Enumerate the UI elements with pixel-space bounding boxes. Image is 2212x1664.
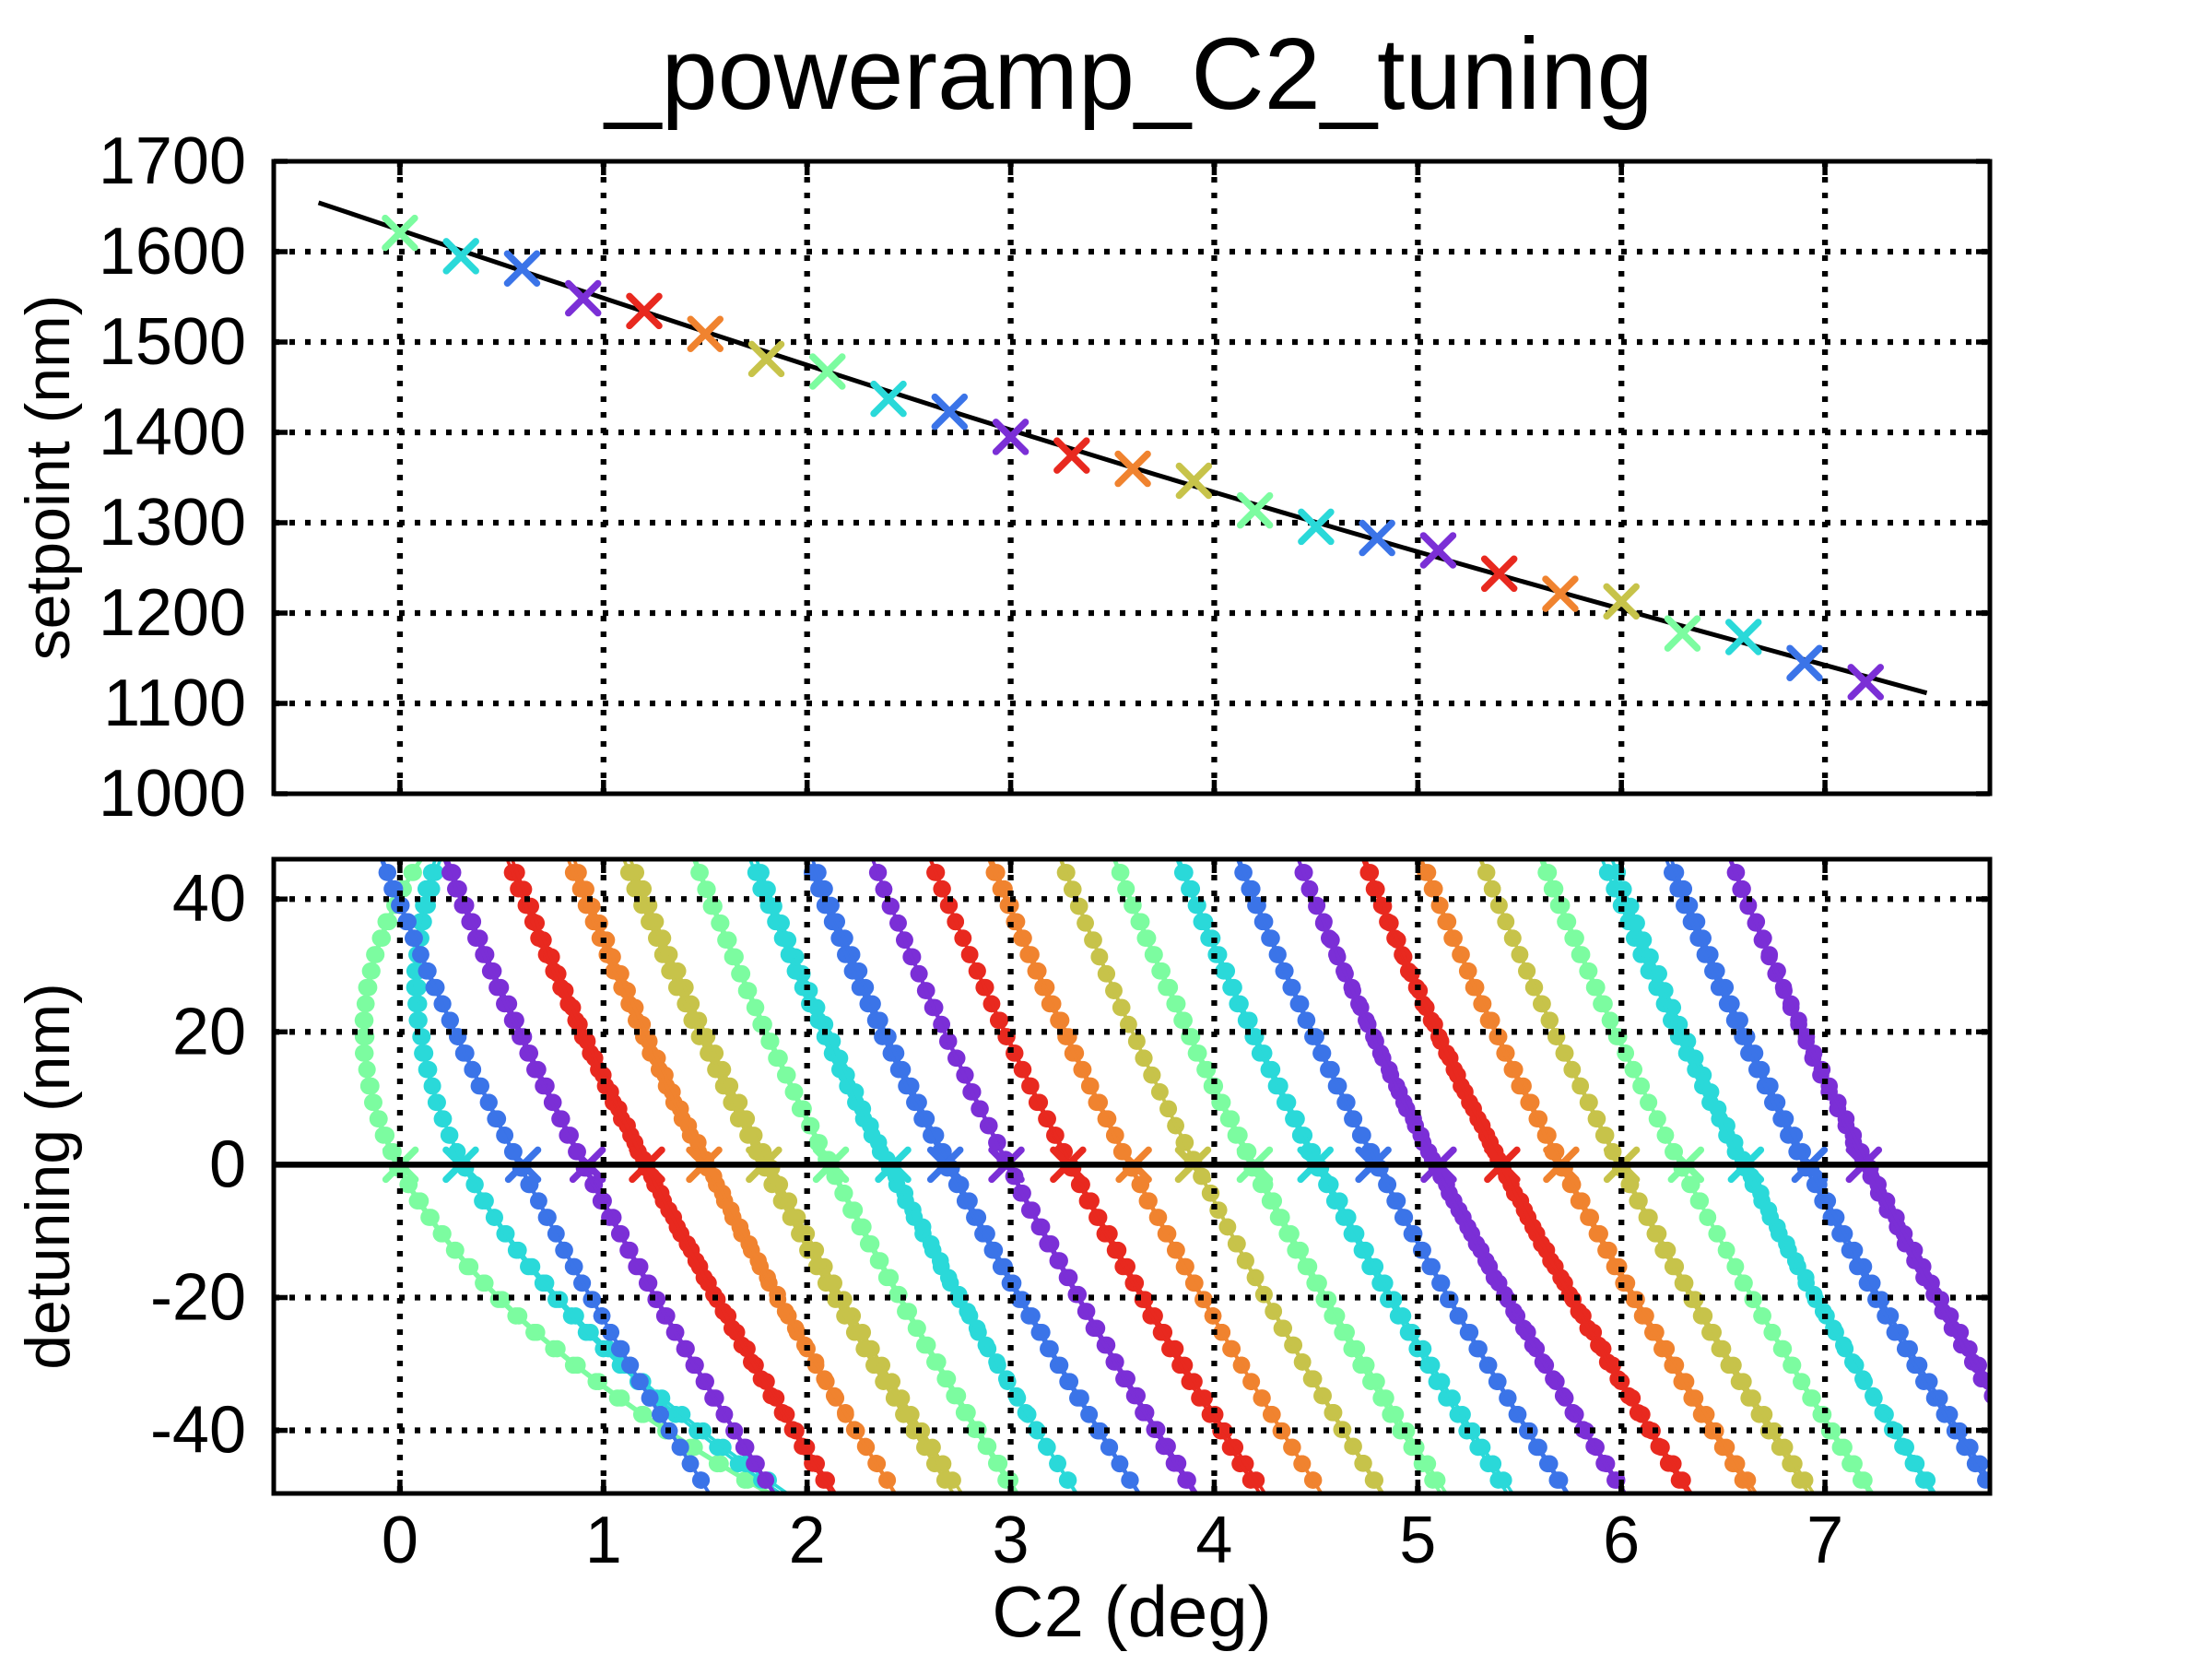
svg-text:C2 (deg): C2 (deg)	[992, 1571, 1271, 1652]
svg-text:5: 5	[1399, 1504, 1436, 1577]
svg-text:4: 4	[1195, 1504, 1232, 1577]
svg-text:1400: 1400	[99, 395, 246, 469]
svg-text:-40: -40	[150, 1394, 246, 1468]
svg-text:20: 20	[172, 995, 246, 1068]
svg-text:-20: -20	[150, 1260, 246, 1334]
svg-text:3: 3	[993, 1504, 1030, 1577]
svg-text:1100: 1100	[103, 667, 246, 740]
svg-text:1600: 1600	[99, 215, 246, 289]
svg-text:2: 2	[789, 1504, 826, 1577]
svg-text:7: 7	[1806, 1504, 1843, 1577]
svg-text:_poweramp_C2_tuning: _poweramp_C2_tuning	[603, 18, 1653, 131]
svg-text:1500: 1500	[99, 305, 246, 379]
svg-text:1000: 1000	[99, 757, 246, 831]
svg-text:0: 0	[209, 1127, 246, 1201]
svg-text:1300: 1300	[99, 486, 246, 560]
svg-text:40: 40	[172, 862, 246, 936]
svg-text:detuning (nm): detuning (nm)	[13, 983, 83, 1370]
svg-text:6: 6	[1603, 1504, 1640, 1577]
svg-text:setpoint (nm): setpoint (nm)	[13, 295, 83, 661]
svg-text:1: 1	[585, 1504, 622, 1577]
svg-text:1700: 1700	[99, 124, 246, 198]
svg-text:0: 0	[382, 1504, 418, 1577]
svg-text:1200: 1200	[99, 576, 246, 650]
